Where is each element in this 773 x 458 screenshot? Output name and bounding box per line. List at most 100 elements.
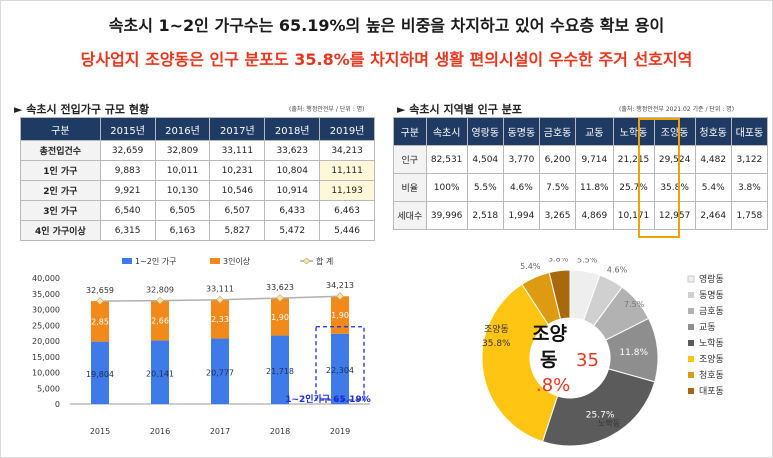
total-marker (216, 295, 224, 304)
table-row: 비율 100% 5.5% 4.6% 7.5% 11.8% 25.7% 35.8% 5.4% 3.8… (393, 173, 769, 202)
col-header: 구분 (20, 117, 101, 141)
table-cell: 1,758 (730, 201, 769, 230)
table-cell: 2,464 (694, 201, 732, 230)
y-tick-label: 20,000 (32, 337, 60, 346)
total-marker (96, 297, 104, 306)
center-percent: .8% (536, 375, 570, 396)
row-label: 비율 (393, 173, 427, 202)
table-cell: 10,914 (264, 180, 321, 201)
table-cell: 82,531 (425, 145, 468, 174)
legend-label: 교동 (699, 322, 716, 333)
table-cell: 6,163 (154, 220, 211, 241)
row-label: 인구 (393, 145, 427, 174)
table-cell: 4,869 (575, 201, 614, 230)
table-row: 2인 가구 9,921 10,130 10,546 10,914 11,193 (20, 180, 375, 201)
x-tick-label: 2017 (210, 427, 230, 436)
table-cell: 7.5% (538, 173, 577, 202)
table-cell: 33,111 (209, 140, 266, 161)
table-cell: 10,130 (154, 180, 211, 201)
y-tick-label: 40,000 (32, 274, 60, 283)
table-cell: 6,200 (538, 145, 577, 174)
table-cell: 35.8% (653, 173, 696, 202)
right-table-source: (출처: 행정안전부 2021.02 기준 / 단위 : 명) (619, 106, 735, 113)
table-cell: 5,827 (209, 220, 266, 241)
y-tick-label: 0 (55, 400, 60, 409)
total-value-label: 32,659 (86, 286, 114, 295)
legend-label: 동명동 (699, 290, 724, 301)
bar-value-label: 11,905 (266, 313, 294, 322)
table-cell: 12,957 (653, 201, 696, 230)
table-cell: 3,265 (538, 201, 577, 230)
center-name: 조양 (532, 323, 567, 345)
total-marker (156, 296, 164, 305)
bar-3-plus (331, 296, 349, 334)
table-cell: 11,111 (319, 160, 375, 181)
legend-swatch (688, 340, 694, 346)
y-tick-label: 10,000 (32, 369, 60, 378)
slice-label: 35.8% (482, 339, 511, 349)
slice-label: 25.7% (586, 410, 615, 420)
row-label: 3인 가구 (20, 200, 101, 221)
table-cell: 5.5% (466, 173, 504, 202)
legend-swatch (688, 292, 694, 298)
headline-2: 당사업지 조양동은 인구 분포도 35.8%를 차지하며 생활 편의시설이 우수… (80, 50, 693, 69)
right-table-title: ► 속초시 지역별 인구 분포 (397, 103, 522, 116)
table-cell: 5,472 (264, 220, 321, 241)
table-cell: 32,659 (99, 140, 156, 161)
table-cell: 3.8% (730, 173, 769, 202)
legend-label: 합 계 (316, 256, 333, 266)
bar-value-label: 19,804 (86, 370, 114, 379)
center-percent: 35 (576, 350, 599, 371)
bar-3-plus (211, 299, 229, 339)
bar-1-2-person (331, 333, 349, 404)
bar-value-label: 22,304 (326, 366, 354, 375)
col-header: 2016년 (154, 117, 211, 141)
table-cell: 10,231 (209, 160, 266, 181)
table-cell: 1,994 (502, 201, 540, 230)
bar-value-label: 11,909 (326, 311, 354, 320)
col-header: 구분 (393, 117, 427, 146)
chart-legend: 1~2인 가구 3인이상 합 계 (122, 256, 333, 266)
table-cell: 5,446 (319, 220, 375, 241)
slice-name-label: 노학동 (598, 418, 620, 428)
legend-swatch (688, 356, 694, 362)
total-value-label: 32,809 (146, 286, 174, 295)
table-cell: 25.7% (612, 173, 655, 202)
table-row: 세대수 39,996 2,518 1,994 3,265 4,869 10,171 12,95… (393, 201, 769, 230)
table-cell: 9,714 (575, 145, 614, 174)
row-label: 세대수 (393, 201, 427, 230)
table-cell: 33,623 (264, 140, 321, 161)
table-cell: 10,804 (264, 160, 321, 181)
col-header: 2019년 (319, 117, 375, 141)
slice-label: 11.8% (619, 348, 648, 358)
slice-label: 5.4% (520, 262, 541, 271)
bar-1-2-person (151, 340, 169, 404)
headline-1: 속초시 1~2인 가구수는 65.19%의 높은 비중을 차지하고 있어 수요층… (108, 16, 665, 35)
col-header: 교동 (575, 117, 614, 146)
legend-swatch (688, 308, 694, 314)
table-cell: 6,315 (99, 220, 156, 241)
col-header: 동명동 (502, 117, 540, 146)
table-cell: 4,504 (466, 145, 504, 174)
table-cell: 100% (425, 173, 468, 202)
x-tick-label: 2016 (150, 427, 170, 436)
x-tick-label: 2019 (330, 427, 350, 436)
bar-value-label: 12,334 (206, 315, 234, 324)
bar-value-label: 21,718 (266, 367, 294, 376)
legend-marker (302, 257, 311, 265)
table-cell: 34,213 (319, 140, 375, 161)
total-marker (336, 292, 344, 301)
col-header: 2018년 (264, 117, 321, 141)
household-bar-chart: 1~2인 가구 3인이상 합 계 40,000 35,000 30,000 25,000 20… (32, 256, 371, 436)
col-header: 2017년 (209, 117, 266, 141)
table-cell: 11,193 (319, 180, 375, 201)
x-tick-label: 2018 (270, 427, 290, 436)
row-label: 2인 가구 (20, 180, 101, 201)
legend-label: 조양동 (699, 354, 724, 365)
bar-value-label: 20,777 (206, 368, 234, 377)
total-marker (276, 294, 284, 303)
table-cell: 10,546 (209, 180, 266, 201)
row-label: 총전입건수 (20, 140, 101, 161)
table-cell: 6,540 (99, 200, 156, 221)
